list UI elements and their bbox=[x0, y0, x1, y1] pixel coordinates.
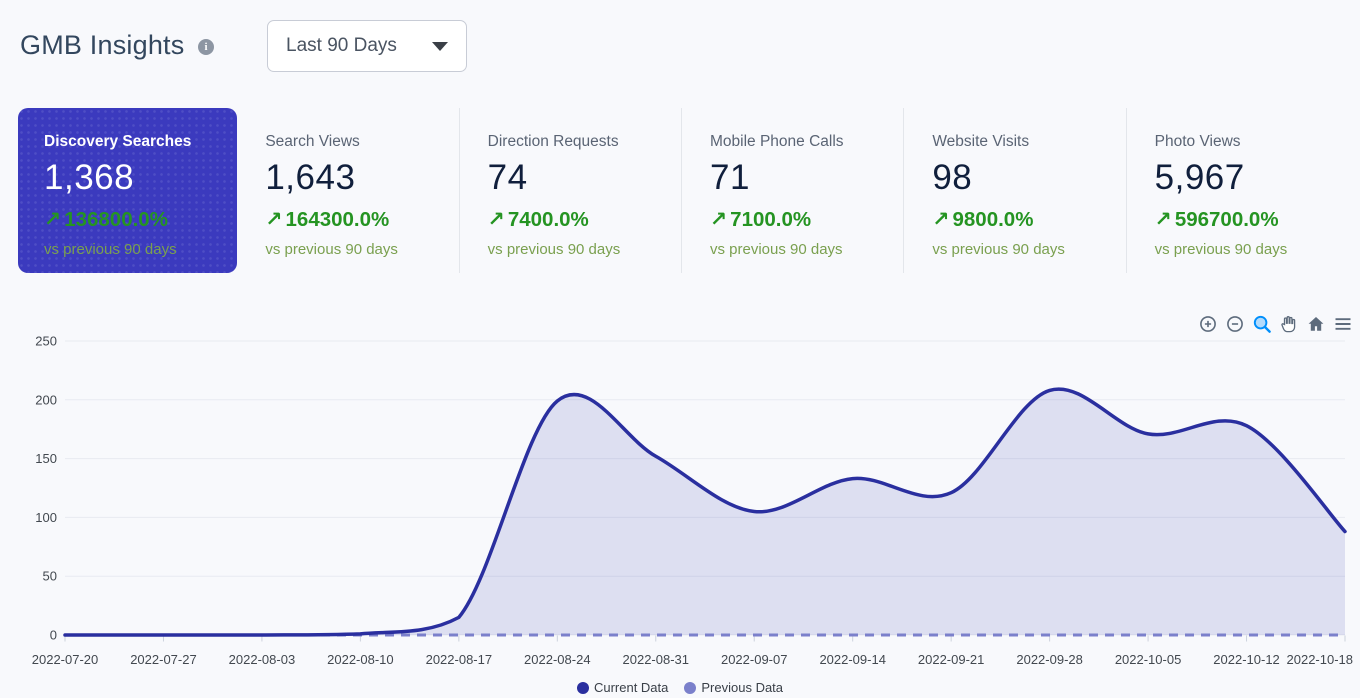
stat-card-compare-label: vs previous 90 days bbox=[709, 241, 843, 258]
stat-card-label: Mobile Phone Calls bbox=[709, 133, 844, 150]
x-axis-label: 2022-08-03 bbox=[229, 652, 296, 667]
x-axis-label: 2022-09-14 bbox=[819, 652, 886, 667]
y-axis-label: 150 bbox=[35, 451, 57, 466]
stat-card-website-visits[interactable]: Website Visits 98 ↗ 9800.0% vs previous 9… bbox=[903, 108, 1125, 273]
stat-card-label: Photo Views bbox=[1154, 133, 1241, 150]
stat-card-compare-label: vs previous 90 days bbox=[265, 241, 398, 258]
chart-legend: Current Data Previous Data bbox=[0, 680, 1360, 695]
stat-card-photo-views[interactable]: Photo Views 5,967 ↗ 596700.0% vs previous… bbox=[1125, 108, 1348, 273]
stat-card-value: 1,368 bbox=[44, 158, 135, 197]
page-title: GMB Insights bbox=[20, 30, 185, 60]
home-icon[interactable] bbox=[1304, 313, 1328, 335]
stat-card-change: ↗ 7400.0% bbox=[487, 208, 589, 231]
y-axis-label: 200 bbox=[35, 392, 57, 407]
x-axis-label: 2022-08-31 bbox=[623, 652, 690, 667]
stat-card-direction-requests[interactable]: Direction Requests 74 ↗ 7400.0% vs previo… bbox=[458, 108, 681, 273]
insights-chart: 0 50 100 150 200 250 2022-07-20 2022-07-27 2022-… bbox=[0, 305, 1360, 698]
x-axis-label: 2022-08-24 bbox=[524, 652, 591, 667]
trend-up-icon: ↗ bbox=[1154, 208, 1172, 231]
stat-card-change: ↗ 9800.0% bbox=[932, 208, 1034, 231]
stats-cards-row: Discovery Searches 1,368 ↗ 136800.0% vs p… bbox=[18, 108, 1348, 273]
stat-card-value: 5,967 bbox=[1154, 158, 1245, 197]
legend-item-previous[interactable]: Previous Data bbox=[684, 680, 783, 695]
info-icon[interactable]: i bbox=[198, 39, 214, 55]
stat-card-value: 1,643 bbox=[265, 158, 356, 197]
period-dropdown-value: Last 90 Days bbox=[286, 35, 397, 56]
area-chart-canvas[interactable]: 0 50 100 150 200 250 2022-07-20 2022-07-27 2022-… bbox=[0, 305, 1360, 675]
stat-card-mobile-phone-calls[interactable]: Mobile Phone Calls 71 ↗ 7100.0% vs previo… bbox=[680, 108, 903, 273]
x-axis-label: 2022-08-17 bbox=[426, 652, 493, 667]
selection-zoom-icon[interactable] bbox=[1250, 313, 1274, 335]
x-axis-label: 2022-10-12 bbox=[1213, 652, 1280, 667]
stat-card-label: Website Visits bbox=[932, 133, 1030, 150]
current-data-area bbox=[65, 389, 1345, 635]
stat-card-label: Search Views bbox=[265, 133, 360, 150]
x-axis-label: 2022-10-05 bbox=[1115, 652, 1182, 667]
chevron-down-icon bbox=[432, 41, 448, 51]
menu-icon[interactable] bbox=[1331, 313, 1355, 335]
x-axis-label: 2022-07-27 bbox=[130, 652, 197, 667]
stat-card-compare-label: vs previous 90 days bbox=[44, 241, 177, 258]
y-axis-label: 50 bbox=[43, 569, 57, 584]
stat-card-discovery-searches[interactable]: Discovery Searches 1,368 ↗ 136800.0% vs p… bbox=[18, 108, 238, 273]
y-axis-label: 100 bbox=[35, 510, 57, 525]
zoom-in-icon[interactable] bbox=[1196, 313, 1220, 335]
stat-card-compare-label: vs previous 90 days bbox=[932, 241, 1065, 258]
legend-item-current[interactable]: Current Data bbox=[576, 680, 669, 695]
stat-card-value: 74 bbox=[487, 158, 528, 197]
legend-marker-current-icon bbox=[576, 681, 589, 694]
trend-up-icon: ↗ bbox=[487, 208, 505, 231]
x-axis-label: 2022-07-20 bbox=[32, 652, 99, 667]
trend-up-icon: ↗ bbox=[709, 208, 728, 231]
x-axis-label: 2022-09-28 bbox=[1016, 652, 1083, 667]
x-axis-label: 2022-09-07 bbox=[721, 652, 788, 667]
trend-up-icon: ↗ bbox=[265, 208, 283, 231]
stat-card-label: Direction Requests bbox=[487, 133, 619, 150]
zoom-out-icon[interactable] bbox=[1223, 313, 1247, 335]
trend-up-icon: ↗ bbox=[44, 208, 62, 231]
stat-card-change: ↗ 7100.0% bbox=[709, 208, 812, 231]
legend-marker-previous-icon bbox=[684, 681, 697, 694]
stat-card-value: 71 bbox=[709, 158, 750, 197]
chart-toolbar bbox=[1196, 313, 1355, 335]
stat-card-change: ↗ 136800.0% bbox=[44, 208, 168, 231]
stat-card-change: ↗ 596700.0% bbox=[1154, 208, 1279, 231]
x-axis-label: 2022-10-18 bbox=[1287, 652, 1354, 667]
x-axis-label: 2022-08-10 bbox=[327, 652, 394, 667]
legend-label-previous: Previous Data bbox=[701, 680, 784, 695]
current-data-line bbox=[63, 387, 1347, 637]
stat-card-label: Discovery Searches bbox=[44, 133, 192, 150]
y-axis-label: 0 bbox=[50, 628, 57, 643]
period-dropdown[interactable]: Last 90 Days bbox=[267, 20, 467, 72]
stat-card-compare-label: vs previous 90 days bbox=[1154, 241, 1288, 258]
stat-card-value: 98 bbox=[932, 158, 973, 197]
stat-card-search-views[interactable]: Search Views 1,643 ↗ 164300.0% vs previou… bbox=[237, 108, 458, 273]
pan-icon[interactable] bbox=[1277, 313, 1301, 335]
y-axis-label: 250 bbox=[35, 334, 57, 349]
trend-up-icon: ↗ bbox=[932, 208, 950, 231]
x-axis-label: 2022-09-21 bbox=[918, 652, 985, 667]
legend-label-current: Current Data bbox=[593, 680, 669, 695]
stat-card-compare-label: vs previous 90 days bbox=[487, 241, 621, 258]
stat-card-change: ↗ 164300.0% bbox=[265, 208, 390, 231]
